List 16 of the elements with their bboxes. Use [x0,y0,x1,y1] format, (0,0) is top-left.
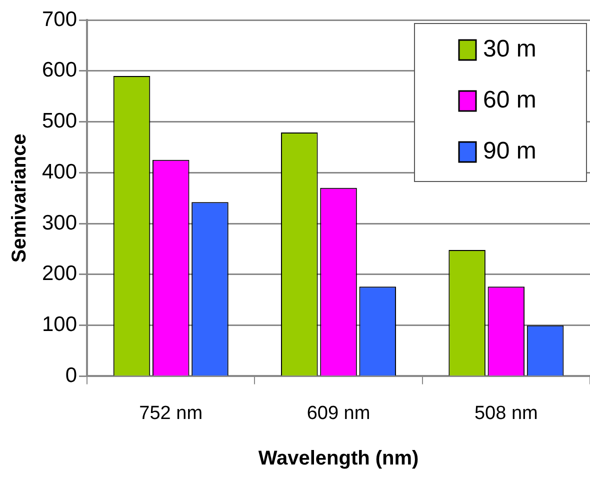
y-tick-label: 0 [65,364,78,387]
y-axis-title: Semivariance [8,134,31,263]
y-tick-label: 400 [42,160,78,184]
legend-label: 60 m [483,86,536,114]
x-tick-label: 752 nm [139,402,203,424]
y-tick-label: 500 [42,110,78,133]
x-tick-label: 609 nm [306,402,370,424]
y-tick-label: 300 [42,211,78,234]
y-tick-label: 700 [42,8,78,31]
x-tick-label: 508 nm [474,402,538,424]
legend-label: 30 m [483,36,536,63]
y-tick-label: 100 [42,313,78,336]
y-tick-label: 200 [42,262,78,286]
x-axis-title: Wavelength (nm) [258,448,419,470]
y-tick-label: 600 [42,58,78,82]
legend-label: 90 m [483,138,536,165]
